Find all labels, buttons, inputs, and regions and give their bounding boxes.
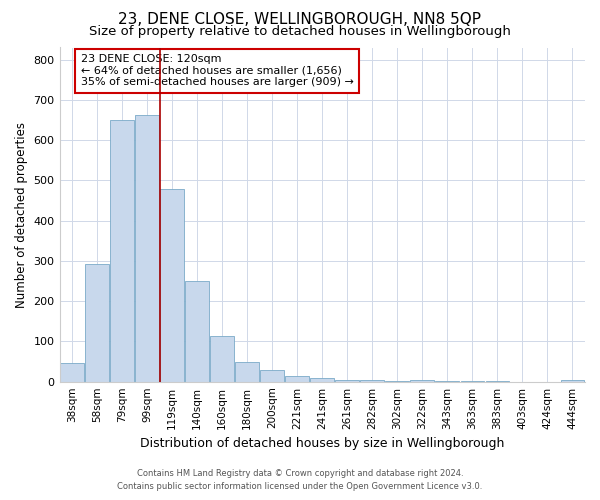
Bar bbox=[160, 189, 184, 382]
Text: Size of property relative to detached houses in Wellingborough: Size of property relative to detached ho… bbox=[89, 25, 511, 38]
Bar bbox=[410, 380, 434, 382]
Text: Contains HM Land Registry data © Crown copyright and database right 2024.
Contai: Contains HM Land Registry data © Crown c… bbox=[118, 469, 482, 491]
Bar bbox=[85, 264, 109, 382]
Bar bbox=[185, 281, 209, 382]
Bar bbox=[385, 381, 409, 382]
Text: 23, DENE CLOSE, WELLINGBOROUGH, NN8 5QP: 23, DENE CLOSE, WELLINGBOROUGH, NN8 5QP bbox=[119, 12, 482, 28]
Bar bbox=[260, 370, 284, 382]
Bar bbox=[335, 380, 359, 382]
Bar bbox=[110, 120, 134, 382]
Y-axis label: Number of detached properties: Number of detached properties bbox=[15, 122, 28, 308]
Bar bbox=[361, 380, 384, 382]
Bar bbox=[286, 376, 309, 382]
Text: 23 DENE CLOSE: 120sqm
← 64% of detached houses are smaller (1,656)
35% of semi-d: 23 DENE CLOSE: 120sqm ← 64% of detached … bbox=[80, 54, 353, 88]
Bar bbox=[135, 115, 159, 382]
Bar bbox=[60, 363, 84, 382]
X-axis label: Distribution of detached houses by size in Wellingborough: Distribution of detached houses by size … bbox=[140, 437, 505, 450]
Bar bbox=[560, 380, 584, 382]
Bar bbox=[461, 381, 484, 382]
Bar bbox=[210, 336, 234, 382]
Bar bbox=[310, 378, 334, 382]
Bar bbox=[235, 362, 259, 382]
